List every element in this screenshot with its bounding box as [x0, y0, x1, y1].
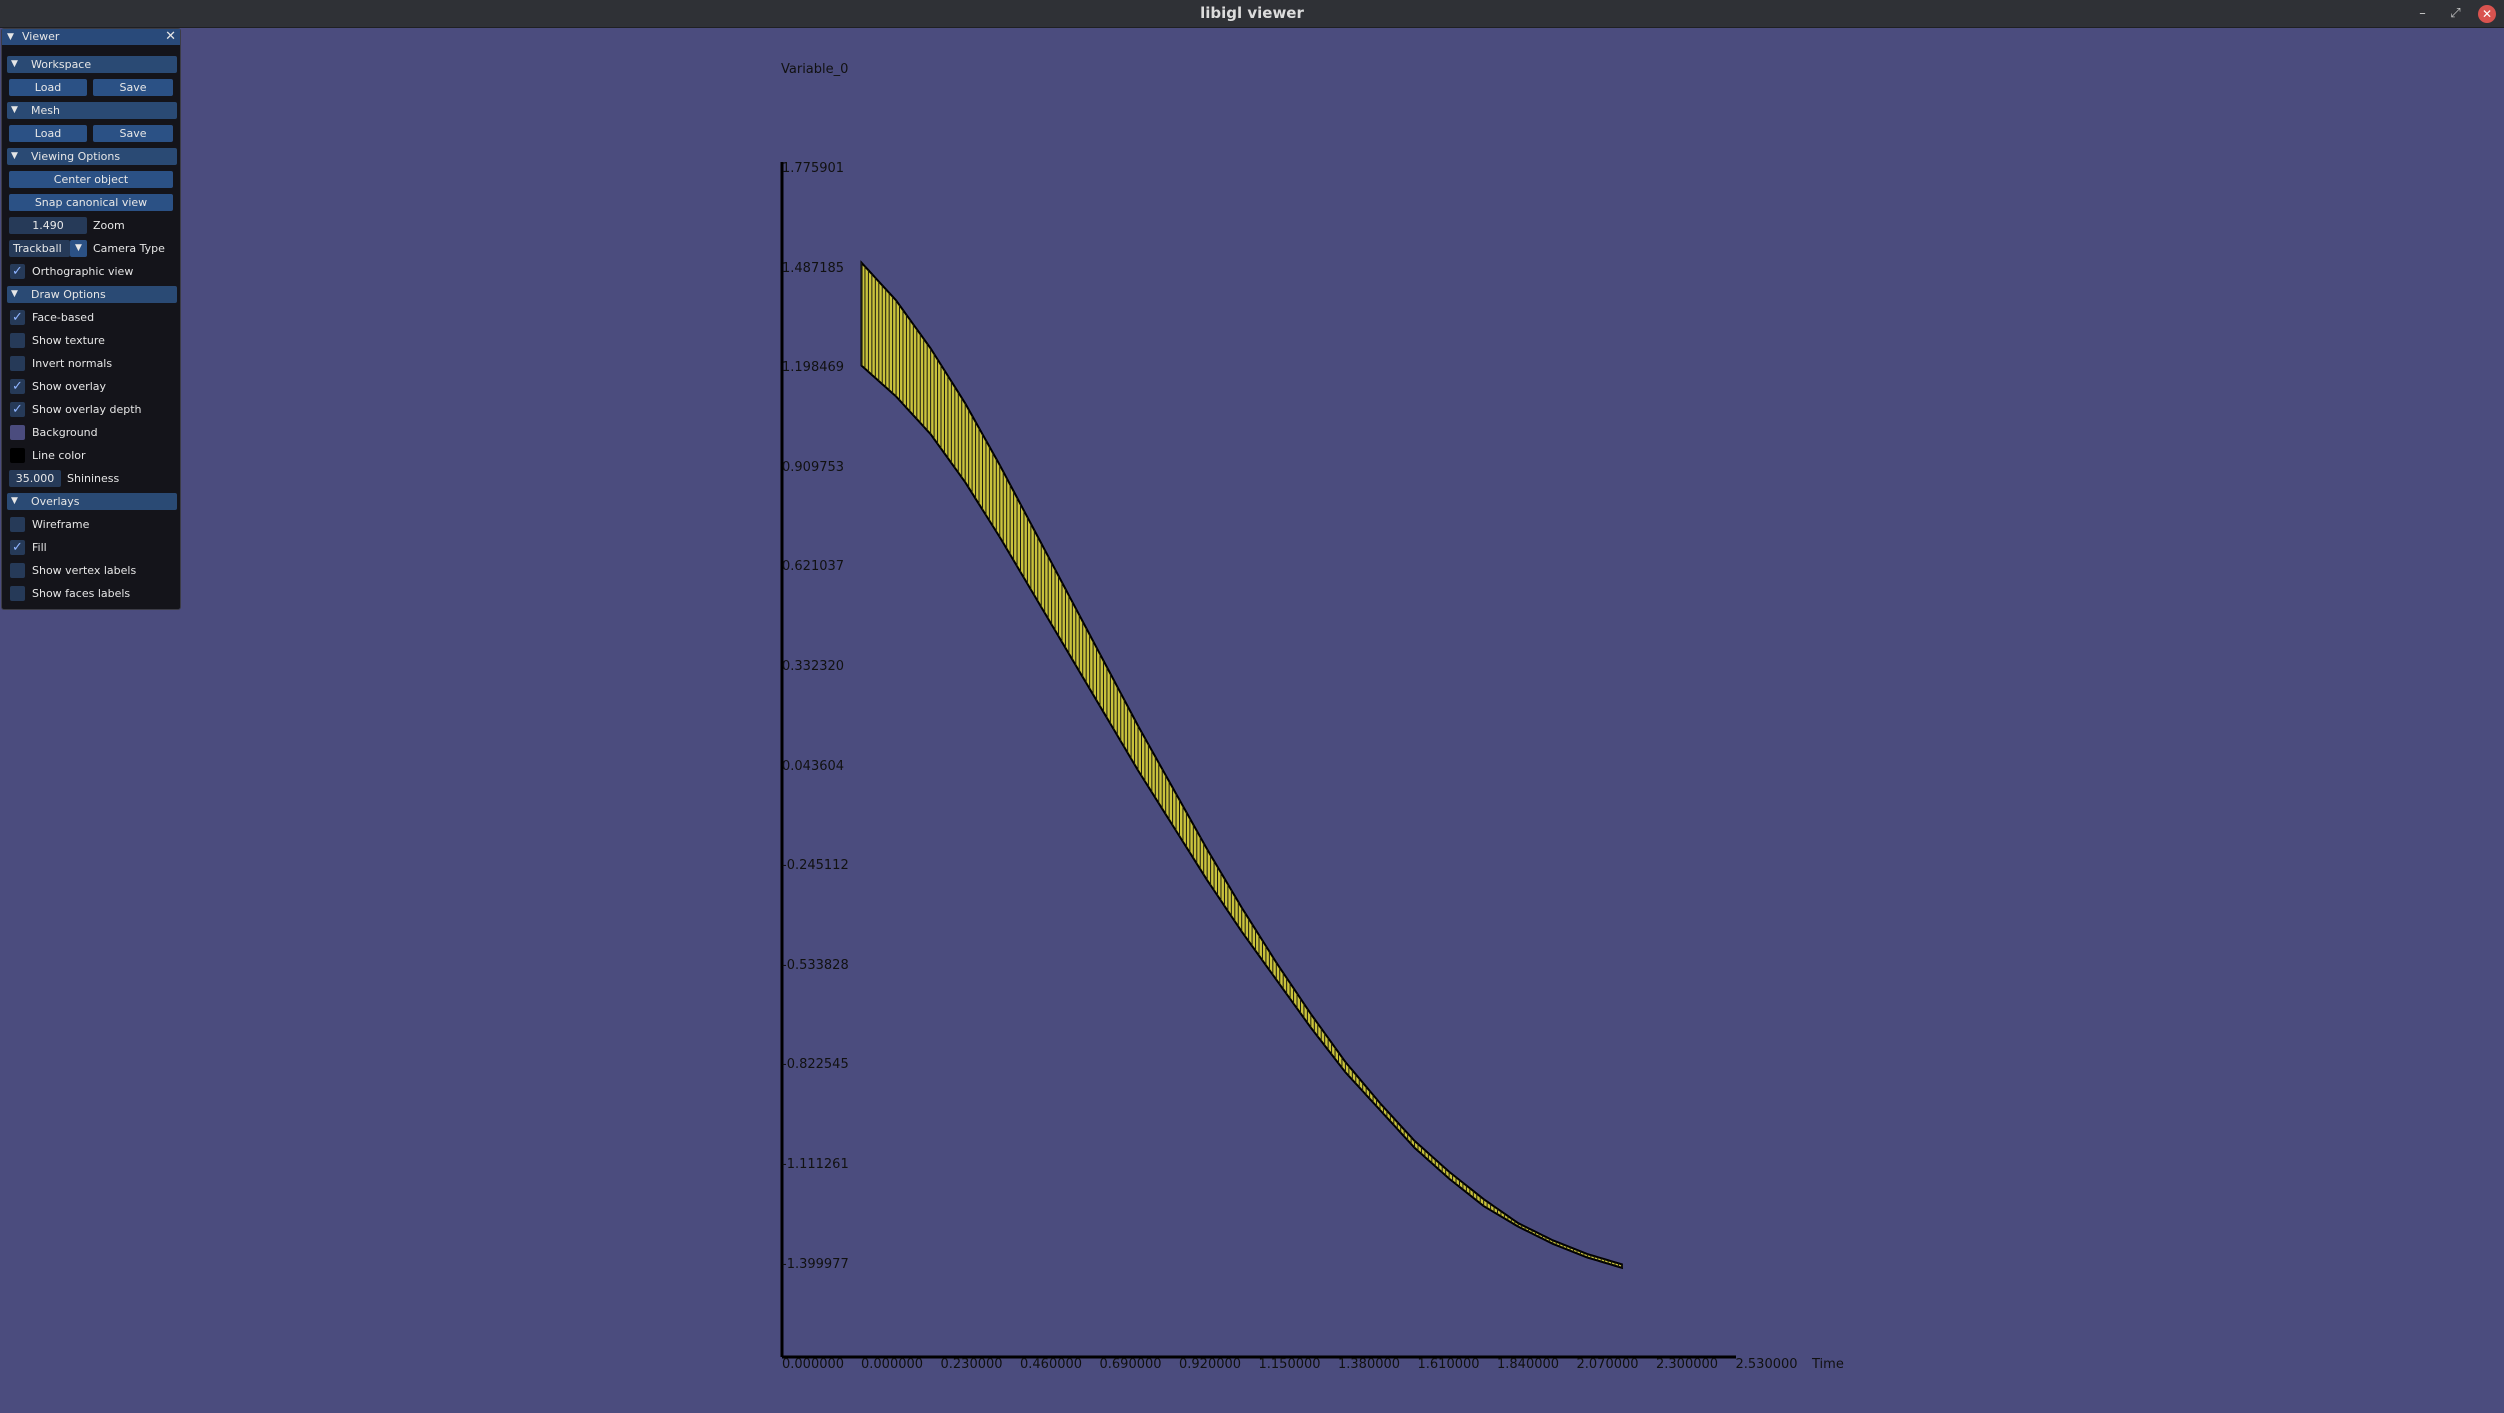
center-object-button[interactable]: Center object	[9, 171, 173, 188]
checkbox-empty-icon[interactable]	[10, 356, 25, 371]
panel-titlebar[interactable]: ▼ Viewer ✕	[2, 29, 180, 45]
chevron-down-icon[interactable]: ▼	[70, 240, 87, 257]
workspace-load-button[interactable]: Load	[9, 79, 87, 96]
expand-triangle-icon: ▼	[11, 496, 18, 506]
checkmark-icon[interactable]: ✓	[10, 540, 25, 555]
window-title: libigl viewer	[1200, 4, 1304, 22]
y-tick-label: 0.332320	[782, 659, 845, 674]
maximize-icon[interactable]: ⤢	[2450, 6, 2461, 21]
camera-type-select[interactable]: Trackball	[9, 240, 70, 257]
x-tick-label: 2.530000	[1735, 1357, 1798, 1372]
y-tick-label: -1.399977	[782, 1256, 849, 1272]
background-color-swatch[interactable]	[10, 425, 25, 440]
minimize-icon[interactable]: –	[2419, 6, 2426, 21]
overlays-header[interactable]: ▼ Overlays	[7, 493, 177, 510]
chart-title: Variable_0	[781, 62, 849, 77]
snap-canonical-view-button[interactable]: Snap canonical view	[9, 194, 173, 211]
y-tick-label: 0.621037	[782, 559, 845, 575]
y-tick-label: -0.245112	[782, 858, 849, 874]
y-tick-label: -0.533828	[782, 957, 849, 973]
draw-options-header[interactable]: ▼ Draw Options	[7, 286, 177, 303]
zoom-label: Zoom	[93, 219, 125, 232]
x-tick-label: 0.460000	[1020, 1357, 1083, 1372]
zoom-input[interactable]: 1.490	[9, 217, 87, 234]
checkmark-icon[interactable]: ✓	[10, 264, 25, 279]
y-tick-label: 1.487185	[782, 260, 845, 276]
mesh-header[interactable]: ▼ Mesh	[7, 102, 177, 119]
workspace-header[interactable]: ▼ Workspace	[7, 56, 177, 73]
workspace-save-button[interactable]: Save	[93, 79, 173, 96]
y-tick-label: 0.043604	[782, 758, 845, 774]
close-window-icon[interactable]: ✕	[2478, 5, 2496, 23]
area-fill-group	[860, 260, 1623, 1270]
close-icon[interactable]: ✕	[165, 29, 176, 44]
mesh-load-button[interactable]: Load	[9, 125, 87, 142]
x-tick-label: 1.840000	[1497, 1357, 1560, 1372]
line-color-swatch[interactable]	[10, 448, 25, 463]
x-tick-label: 2.070000	[1576, 1357, 1639, 1372]
expand-triangle-icon: ▼	[11, 59, 18, 69]
x-tick-label: 1.380000	[1338, 1357, 1401, 1372]
x-tick-label: 1.610000	[1417, 1357, 1480, 1372]
x-origin-label: 0.000000	[782, 1357, 845, 1372]
expand-triangle-icon: ▼	[11, 151, 18, 161]
x-axis-label: Time	[1812, 1357, 1844, 1372]
checkbox-empty-icon[interactable]	[10, 563, 25, 578]
y-tick-label: 1.775901	[782, 161, 845, 176]
panel-title: Viewer	[22, 30, 60, 43]
shininess-label: Shininess	[67, 472, 120, 485]
y-tick-label: -1.111261	[782, 1157, 849, 1172]
x-tick-label: 0.690000	[1099, 1357, 1162, 1372]
x-tick-label: 1.150000	[1258, 1357, 1321, 1372]
mesh-save-button[interactable]: Save	[93, 125, 173, 142]
expand-triangle-icon: ▼	[11, 289, 18, 299]
x-tick-label: 0.230000	[940, 1357, 1003, 1372]
x-tick-label: 2.300000	[1656, 1357, 1719, 1372]
viewing-options-header[interactable]: ▼ Viewing Options	[7, 148, 177, 165]
expand-triangle-icon: ▼	[11, 105, 18, 115]
camera-type-label: Camera Type	[93, 242, 165, 255]
checkbox-empty-icon[interactable]	[10, 517, 25, 532]
x-tick-label: 0.920000	[1179, 1357, 1242, 1372]
collapse-triangle-icon[interactable]: ▼	[7, 32, 14, 42]
checkbox-empty-icon[interactable]	[10, 586, 25, 601]
window-titlebar: libigl viewer – ⤢ ✕	[0, 0, 2504, 28]
viewer-panel[interactable]: ▼ Viewer ✕ ▼ Workspace Load Save ▼ Mesh …	[1, 28, 181, 610]
checkbox-empty-icon[interactable]	[10, 333, 25, 348]
area-band	[860, 260, 1623, 1270]
shininess-input[interactable]: 35.000	[9, 470, 61, 487]
checkmark-icon[interactable]: ✓	[10, 310, 25, 325]
y-tick-label: -0.822545	[782, 1057, 849, 1073]
y-tick-label: 0.909753	[782, 459, 845, 475]
checkmark-icon[interactable]: ✓	[10, 379, 25, 394]
x-tick-label: 0.000000	[861, 1357, 924, 1372]
checkmark-icon[interactable]: ✓	[10, 402, 25, 417]
y-tick-label: 1.198469	[782, 360, 845, 376]
